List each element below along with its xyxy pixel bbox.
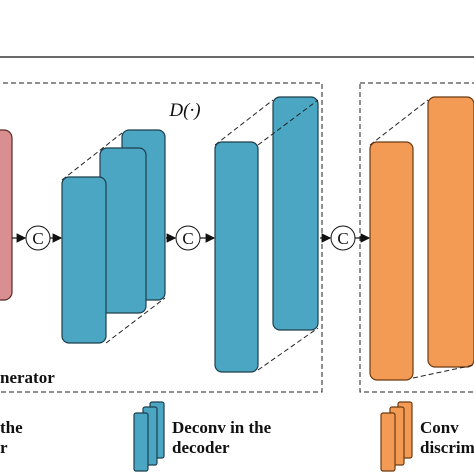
conv-block	[427, 96, 474, 368]
conv-block	[369, 141, 414, 381]
concat-label: C	[182, 229, 193, 248]
concat-label: C	[337, 229, 348, 248]
legend-text: r	[0, 438, 8, 457]
concat-label: C	[32, 229, 43, 248]
encoder-block	[0, 129, 13, 301]
deconv-block	[272, 96, 319, 331]
legend-text: Deconv in the	[172, 418, 272, 437]
legend-text: Conv	[420, 418, 459, 437]
legend-text: discrim	[420, 438, 474, 457]
deconv-block	[99, 147, 147, 314]
d-label: D(·)	[168, 100, 200, 121]
generator-label: nerator	[0, 368, 55, 387]
legend-icon	[133, 412, 149, 472]
legend-text: the	[0, 418, 23, 437]
deconv-block	[214, 141, 259, 373]
deconv-block	[61, 176, 107, 344]
legend-text: decoder	[172, 438, 230, 457]
legend-icon	[380, 412, 396, 472]
